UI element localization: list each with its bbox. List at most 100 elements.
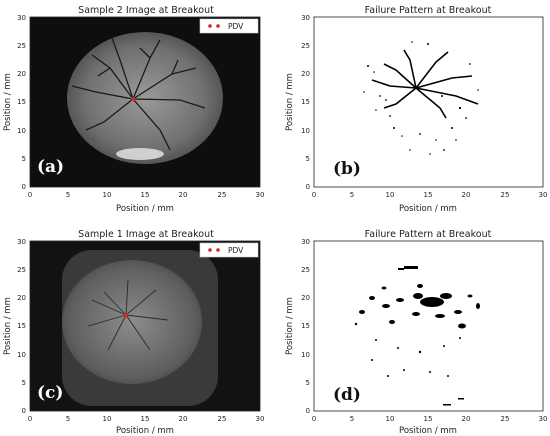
svg-text:30: 30 (539, 191, 548, 199)
panel-c-xticks: 0 5 10 15 20 25 30 (28, 415, 265, 423)
panel-a-xlabel: Position / mm (116, 204, 174, 214)
svg-text:10: 10 (301, 127, 310, 135)
svg-text:10: 10 (301, 351, 310, 359)
svg-text:30: 30 (301, 238, 310, 246)
svg-text:30: 30 (17, 238, 26, 246)
sample-1-disc (62, 260, 202, 384)
failure-cracks-b (371, 49, 479, 119)
svg-text:20: 20 (17, 70, 26, 78)
svg-text:0: 0 (28, 415, 32, 423)
svg-text:25: 25 (17, 266, 26, 274)
svg-text:25: 25 (17, 42, 26, 50)
panel-c-yticks: 0 5 10 15 20 25 30 (17, 238, 26, 415)
panel-a-letter: (a) (37, 157, 64, 177)
svg-text:25: 25 (501, 191, 510, 199)
panel-d-ylabel: Position / mm (285, 297, 295, 355)
crack-lines-a (71, 37, 206, 151)
sample-2-disc (67, 32, 223, 164)
panel-b-frame (313, 16, 544, 188)
svg-text:0: 0 (28, 191, 32, 199)
panel-d-xlabel: Position / mm (399, 426, 457, 436)
svg-text:20: 20 (301, 294, 310, 302)
svg-text:15: 15 (301, 322, 310, 330)
svg-text:30: 30 (301, 14, 310, 22)
panel-d-letter: (d) (333, 385, 361, 405)
panel-d-title: Failure Pattern at Breakout (365, 229, 492, 240)
panel-b: Failure Pattern at Breakout (b) Position… (285, 5, 547, 214)
svg-text:5: 5 (350, 415, 354, 423)
svg-text:5: 5 (66, 191, 70, 199)
svg-text:25: 25 (218, 415, 227, 423)
panel-c: Sample 1 Image at Breakout PDV (c) Posit… (3, 229, 264, 436)
failure-fragments-b (363, 41, 479, 155)
svg-text:5: 5 (22, 379, 26, 387)
svg-text:15: 15 (17, 322, 26, 330)
svg-text:10: 10 (386, 191, 395, 199)
panel-a-ylabel: Position / mm (3, 73, 13, 131)
panel-a-yticks: 0 5 10 15 20 25 30 (17, 14, 26, 191)
svg-text:15: 15 (141, 415, 150, 423)
panel-a-title: Sample 2 Image at Breakout (78, 5, 214, 16)
failure-fragments-d (354, 266, 480, 406)
svg-text:25: 25 (301, 42, 310, 50)
svg-text:20: 20 (462, 415, 471, 423)
legend-c-label: PDV (228, 246, 244, 255)
svg-text:30: 30 (17, 14, 26, 22)
svg-text:20: 20 (462, 191, 471, 199)
svg-text:5: 5 (306, 379, 310, 387)
svg-text:20: 20 (179, 415, 188, 423)
svg-text:10: 10 (17, 351, 26, 359)
svg-text:20: 20 (179, 191, 188, 199)
panel-c-title: Sample 1 Image at Breakout (78, 229, 214, 240)
panel-d-yticks: 0 5 10 15 20 25 30 (301, 238, 310, 415)
svg-text:5: 5 (22, 155, 26, 163)
svg-text:25: 25 (218, 191, 227, 199)
svg-text:20: 20 (301, 70, 310, 78)
panel-a: Sample 2 Image at Breakout PDV (a) Posit… (3, 5, 264, 214)
svg-text:30: 30 (256, 191, 265, 199)
legend-a-label: PDV (228, 22, 244, 31)
panel-d-xticks: 0 5 10 15 20 25 30 (312, 415, 548, 423)
panel-a-xticks: 0 5 10 15 20 25 30 (28, 191, 265, 199)
svg-text:25: 25 (501, 415, 510, 423)
svg-text:10: 10 (17, 127, 26, 135)
panel-c-letter: (c) (37, 383, 63, 403)
panel-d-frame (313, 240, 544, 412)
svg-text:0: 0 (22, 183, 26, 191)
svg-text:0: 0 (312, 415, 316, 423)
svg-text:10: 10 (103, 191, 112, 199)
svg-text:15: 15 (17, 98, 26, 106)
panel-b-xlabel: Position / mm (399, 204, 457, 214)
svg-text:5: 5 (66, 415, 70, 423)
legend-c (199, 242, 259, 258)
svg-text:15: 15 (141, 191, 150, 199)
svg-text:0: 0 (306, 183, 310, 191)
svg-text:5: 5 (306, 155, 310, 163)
svg-text:30: 30 (539, 415, 548, 423)
svg-text:0: 0 (306, 407, 310, 415)
panel-c-xlabel: Position / mm (116, 426, 174, 436)
panel-d: Failure Pattern at Breakout (d) Position… (285, 229, 547, 436)
panel-b-xticks: 0 5 10 15 20 25 30 (312, 191, 548, 199)
svg-text:15: 15 (424, 191, 433, 199)
panel-b-letter: (b) (333, 159, 361, 179)
svg-text:15: 15 (301, 98, 310, 106)
svg-text:30: 30 (256, 415, 265, 423)
panel-c-ylabel: Position / mm (3, 297, 13, 355)
svg-text:15: 15 (424, 415, 433, 423)
panel-b-yticks: 0 5 10 15 20 25 30 (301, 14, 310, 191)
svg-text:20: 20 (17, 294, 26, 302)
crack-lines-c (87, 279, 169, 351)
svg-text:0: 0 (312, 191, 316, 199)
svg-text:10: 10 (103, 415, 112, 423)
panel-b-title: Failure Pattern at Breakout (365, 5, 492, 16)
svg-text:25: 25 (301, 266, 310, 274)
legend-a (199, 18, 259, 34)
svg-text:10: 10 (386, 415, 395, 423)
svg-text:5: 5 (350, 191, 354, 199)
pdv-point-a (130, 96, 136, 102)
pdv-point-c (124, 313, 128, 317)
svg-text:0: 0 (22, 407, 26, 415)
panel-b-ylabel: Position / mm (285, 73, 295, 131)
